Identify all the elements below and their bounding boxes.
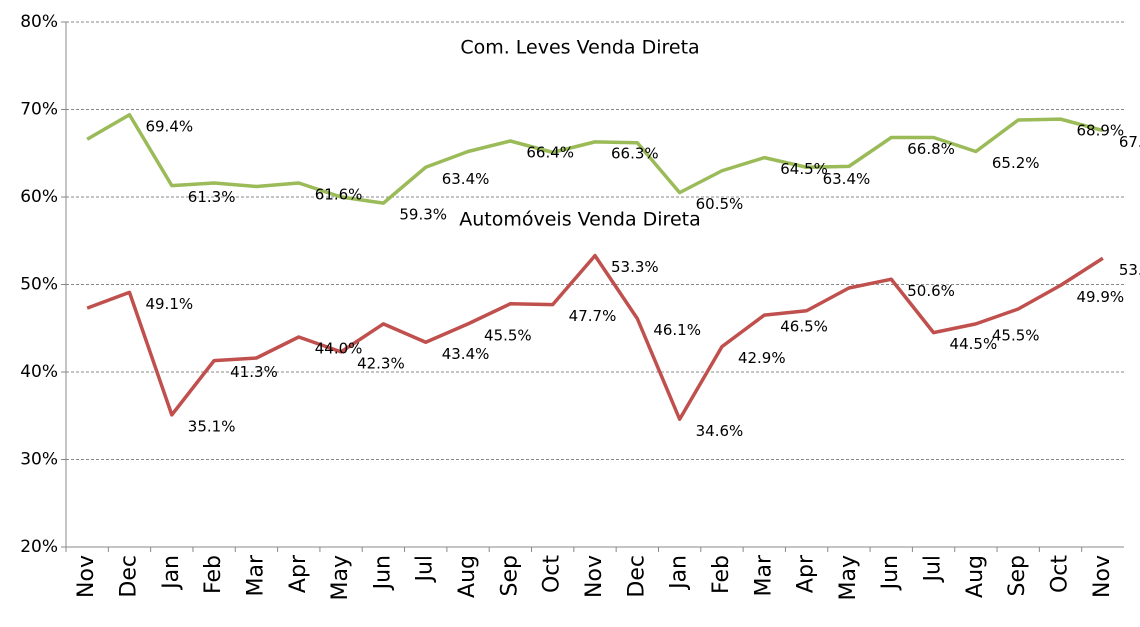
x-tick-label: Dec: [116, 555, 141, 598]
data-label: 66.3%: [611, 144, 659, 162]
y-tick-label: 20%: [20, 537, 58, 557]
data-label: 61.3%: [188, 188, 236, 206]
series-name: Com. Leves Venda Direta: [460, 37, 699, 59]
x-tick-label: Oct: [1048, 555, 1073, 593]
data-label: 59.3%: [399, 206, 447, 224]
data-label: 41.3%: [230, 363, 278, 381]
data-label: 60.5%: [696, 195, 744, 213]
data-label: 49.1%: [145, 295, 193, 313]
x-tick-label: Jul: [413, 555, 438, 584]
data-label: 47.7%: [569, 307, 617, 325]
data-label: 45.5%: [992, 326, 1040, 344]
data-label: 34.6%: [696, 422, 744, 440]
data-label: 46.1%: [653, 321, 701, 339]
x-tick-label: May: [836, 555, 861, 600]
data-label: 44.0%: [315, 340, 363, 358]
series-name: Automóveis Venda Direta: [459, 209, 700, 231]
data-label: 50.6%: [907, 282, 955, 300]
data-label: 45.5%: [484, 326, 532, 344]
x-tick-label: May: [328, 555, 353, 600]
y-tick-label: 50%: [20, 275, 58, 295]
data-label: 49.9%: [1077, 288, 1125, 306]
series-line: [86, 113, 1104, 205]
data-label: 67.6%: [1119, 133, 1140, 151]
y-tick-label: 30%: [20, 450, 58, 470]
y-tick-label: 70%: [20, 100, 58, 120]
x-tick-label: Aug: [455, 555, 480, 598]
data-label: 64.5%: [780, 160, 828, 178]
x-tick-label: Feb: [201, 555, 226, 594]
data-label: 43.4%: [442, 345, 490, 363]
y-tick-label: 80%: [20, 12, 58, 32]
data-label: 46.5%: [780, 318, 828, 336]
data-label: 69.4%: [145, 117, 193, 135]
x-tick-label: Jun: [878, 555, 903, 591]
data-label: 68.9%: [1077, 122, 1125, 140]
data-label: 42.3%: [357, 354, 405, 372]
data-label: 61.6%: [315, 186, 363, 204]
x-tick-label: Sep: [497, 555, 522, 596]
x-tick-label: Aug: [963, 555, 988, 598]
data-label: 66.4%: [526, 144, 574, 162]
data-label: 35.1%: [188, 417, 236, 435]
series-line: [86, 253, 1104, 421]
x-tick-label: Mar: [751, 554, 776, 596]
data-label: 53.3%: [611, 258, 659, 276]
x-tick-label: Nov: [74, 555, 99, 598]
x-tick-label: Sep: [1005, 555, 1030, 596]
x-tick-label: Apr: [794, 554, 819, 593]
x-tick-label: Oct: [540, 555, 565, 593]
x-tick-label: Jan: [667, 555, 692, 591]
x-tick-label: Jul: [921, 555, 946, 584]
x-tick-label: Jun: [370, 555, 395, 591]
x-tick-label: Nov: [1090, 555, 1115, 598]
y-tick-label: 40%: [20, 362, 58, 382]
data-label: 44.5%: [950, 335, 998, 353]
x-tick-label: Feb: [709, 555, 734, 594]
x-tick-label: Mar: [243, 554, 268, 596]
data-label: 65.2%: [992, 154, 1040, 172]
data-label: 63.4%: [823, 170, 871, 188]
data-label: 42.9%: [738, 349, 786, 367]
x-tick-label: Nov: [582, 555, 607, 598]
x-tick-label: Dec: [624, 555, 649, 598]
data-label: 66.8%: [907, 140, 955, 158]
data-label: 53.0%: [1119, 261, 1140, 279]
x-tick-label: Apr: [286, 554, 311, 593]
x-tick-label: Jan: [159, 555, 184, 591]
y-tick-label: 60%: [20, 187, 58, 207]
data-label: 63.4%: [442, 170, 490, 188]
